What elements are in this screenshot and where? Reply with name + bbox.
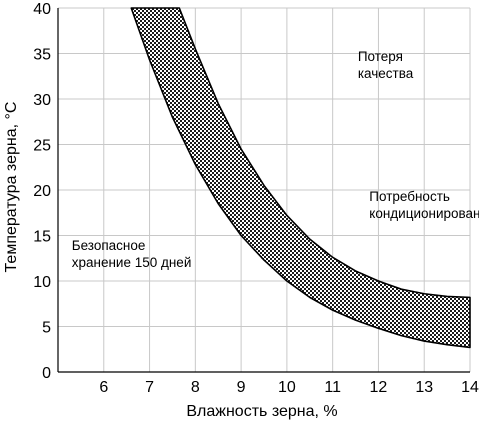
tick-labels: 6 7 8 9 10 11 12 13 14 0 5 10 15 20 25 30 35 40 [33, 1, 479, 396]
y-tick-label-15: 15 [33, 229, 51, 246]
y-axis-label: Температура зерна, °C [3, 102, 20, 273]
x-tick-label-12: 12 [370, 379, 388, 396]
annotation-3-line-1: Безопасное [72, 238, 146, 253]
x-tick-label-6: 6 [99, 379, 108, 396]
y-tick-label-40: 40 [33, 1, 51, 18]
y-tick-label-0: 0 [42, 365, 51, 382]
y-tick-label-35: 35 [33, 47, 51, 64]
y-tick-label-5: 5 [42, 320, 51, 337]
x-tick-label-10: 10 [278, 379, 296, 396]
quality-loss-band [130, 7, 471, 349]
annotation-2: Потребность кондиционирования [369, 189, 479, 221]
x-tick-label-13: 13 [415, 379, 433, 396]
x-tick-label-9: 9 [237, 379, 246, 396]
annotation-1-line-2: качества [358, 66, 414, 81]
x-tick-label-14: 14 [461, 379, 479, 396]
x-tick-label-11: 11 [324, 379, 341, 396]
annotation-3: Безопасное хранение 150 дней [72, 238, 192, 270]
y-tick-label-20: 20 [33, 183, 51, 200]
annotation-1: Потеря качества [358, 49, 414, 81]
x-tick-label-7: 7 [145, 379, 154, 396]
y-tick-label-25: 25 [33, 138, 51, 155]
x-tick-label-8: 8 [191, 379, 200, 396]
annotation-3-line-2: хранение 150 дней [72, 255, 192, 270]
y-tick-label-10: 10 [33, 274, 51, 291]
band-layer [130, 7, 471, 349]
axes [57, 8, 470, 373]
x-axis-label: Влажность зерна, % [186, 403, 337, 420]
annotation-2-line-1: Потребность [369, 189, 450, 204]
y-tick-label-30: 30 [33, 92, 51, 109]
annotation-2-line-2: кондиционирования [369, 206, 479, 221]
annotations: Потеря качества Потребность кондиционирован… [72, 49, 479, 270]
annotation-1-line-1: Потеря [358, 49, 403, 64]
